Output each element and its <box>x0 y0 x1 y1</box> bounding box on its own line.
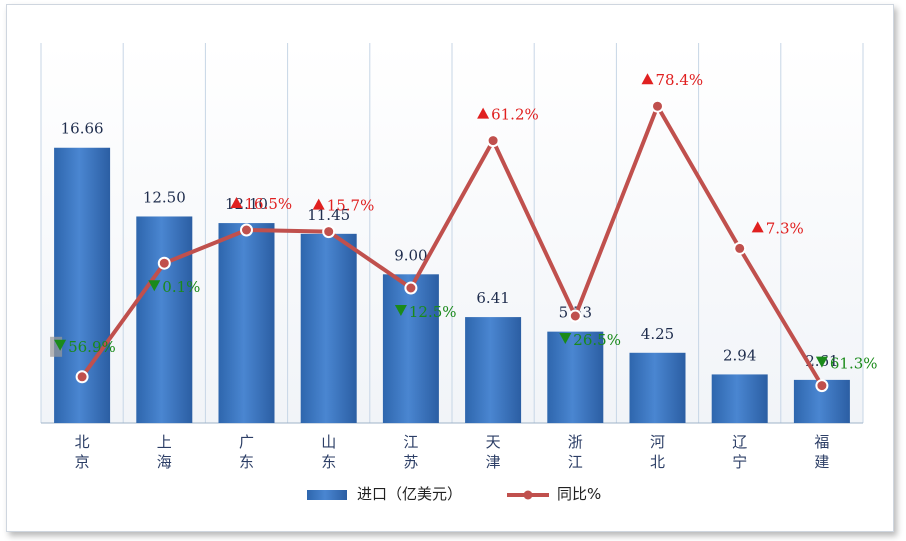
down-triangle-icon <box>559 333 572 344</box>
x-tick-label: 辽宁 <box>732 433 747 471</box>
x-tick-label: 江苏 <box>403 433 418 471</box>
line-point <box>568 309 582 323</box>
line-point <box>75 370 89 384</box>
up-triangle-icon <box>751 221 764 233</box>
line-value-label: 7.3% <box>751 219 804 237</box>
line-value-label: 15.7% <box>312 197 375 215</box>
down-triangle-icon <box>394 305 407 316</box>
line-value-label: 61.2% <box>477 106 539 124</box>
x-tick-label: 北京 <box>75 433 90 471</box>
up-triangle-icon <box>641 73 654 85</box>
line-value-text: 12.5% <box>409 303 457 321</box>
bar <box>136 216 193 423</box>
legend: 进口（亿美元） 同比% <box>307 485 601 503</box>
legend-label-bar: 进口（亿美元） <box>357 485 462 503</box>
x-tick-label: 河北 <box>650 433 665 471</box>
bar-value-label: 2.94 <box>723 346 756 364</box>
legend-label-line: 同比% <box>557 485 601 503</box>
chart-canvas: 16.6612.5012.1011.459.006.415.534.252.94… <box>40 43 878 503</box>
line-value-label: 61.3% <box>815 355 878 373</box>
bar-value-label: 12.50 <box>143 188 186 206</box>
line-value-label: 26.5% <box>559 331 621 349</box>
line-point <box>486 134 500 148</box>
line-value-label: 0.1% <box>148 278 200 296</box>
chart-frame: 16.6612.5012.1011.459.006.415.534.252.94… <box>6 4 894 532</box>
x-tick-label: 山东 <box>321 433 336 471</box>
x-tick-label: 浙江 <box>568 433 583 471</box>
bar-value-label: 11.45 <box>307 206 350 224</box>
line-point <box>322 225 336 239</box>
legend-bar-swatch <box>307 490 347 500</box>
bar-value-label: 4.25 <box>641 325 674 343</box>
line-point <box>651 99 664 113</box>
down-triangle-icon <box>148 280 161 292</box>
bar <box>300 233 357 423</box>
up-triangle-icon <box>230 197 243 208</box>
line-point <box>240 223 253 237</box>
bar-series <box>54 147 850 423</box>
line-series <box>75 99 829 393</box>
line-value-label: 16.5% <box>230 195 293 213</box>
x-tick-label: 上海 <box>157 433 172 471</box>
bar-value-label: 9.00 <box>394 246 427 264</box>
bar <box>547 331 604 423</box>
bar <box>465 317 522 423</box>
bar <box>711 374 768 423</box>
line-value-text: 61.2% <box>491 106 539 124</box>
line-value-label: 12.5% <box>394 303 457 321</box>
line-value-text: 0.1% <box>162 278 200 296</box>
line-value-text: 26.5% <box>573 331 621 349</box>
line-value-text: 16.5% <box>245 195 293 213</box>
x-tick-label: 天津 <box>486 433 501 471</box>
line-path <box>80 104 824 387</box>
legend-line-marker <box>523 490 533 500</box>
x-tick-label: 福建 <box>814 433 829 471</box>
line-value-text: 61.3% <box>830 355 878 373</box>
line-value-label: 56.9% <box>54 338 116 356</box>
down-triangle-icon <box>54 339 67 351</box>
bar <box>629 352 686 423</box>
line-point <box>404 281 418 295</box>
bar-value-label: 16.66 <box>61 120 104 138</box>
up-triangle-icon <box>312 198 325 210</box>
bar <box>218 223 275 423</box>
line-point <box>815 379 829 393</box>
line-value-labels: 56.9% 0.1% 16.5% 15.7% 12.5% 61.2% 26.5% 78.4% 7… <box>50 71 878 373</box>
line-value-text: 7.3% <box>766 219 804 237</box>
down-triangle-icon <box>815 356 828 368</box>
line-point <box>157 256 171 270</box>
line-value-label: 78.4% <box>641 71 704 89</box>
line-point <box>733 241 747 255</box>
x-axis: 北京 上海 广东 山东 江苏 天津 浙江 河北 辽宁 福建 <box>75 433 830 471</box>
line-value-text: 56.9% <box>68 338 116 356</box>
x-tick-label: 广东 <box>239 433 254 471</box>
up-triangle-icon <box>477 107 490 119</box>
line-value-text: 15.7% <box>327 197 375 215</box>
bar-value-label: 6.41 <box>476 289 509 307</box>
bar <box>382 274 439 423</box>
line-value-text: 78.4% <box>656 71 704 89</box>
